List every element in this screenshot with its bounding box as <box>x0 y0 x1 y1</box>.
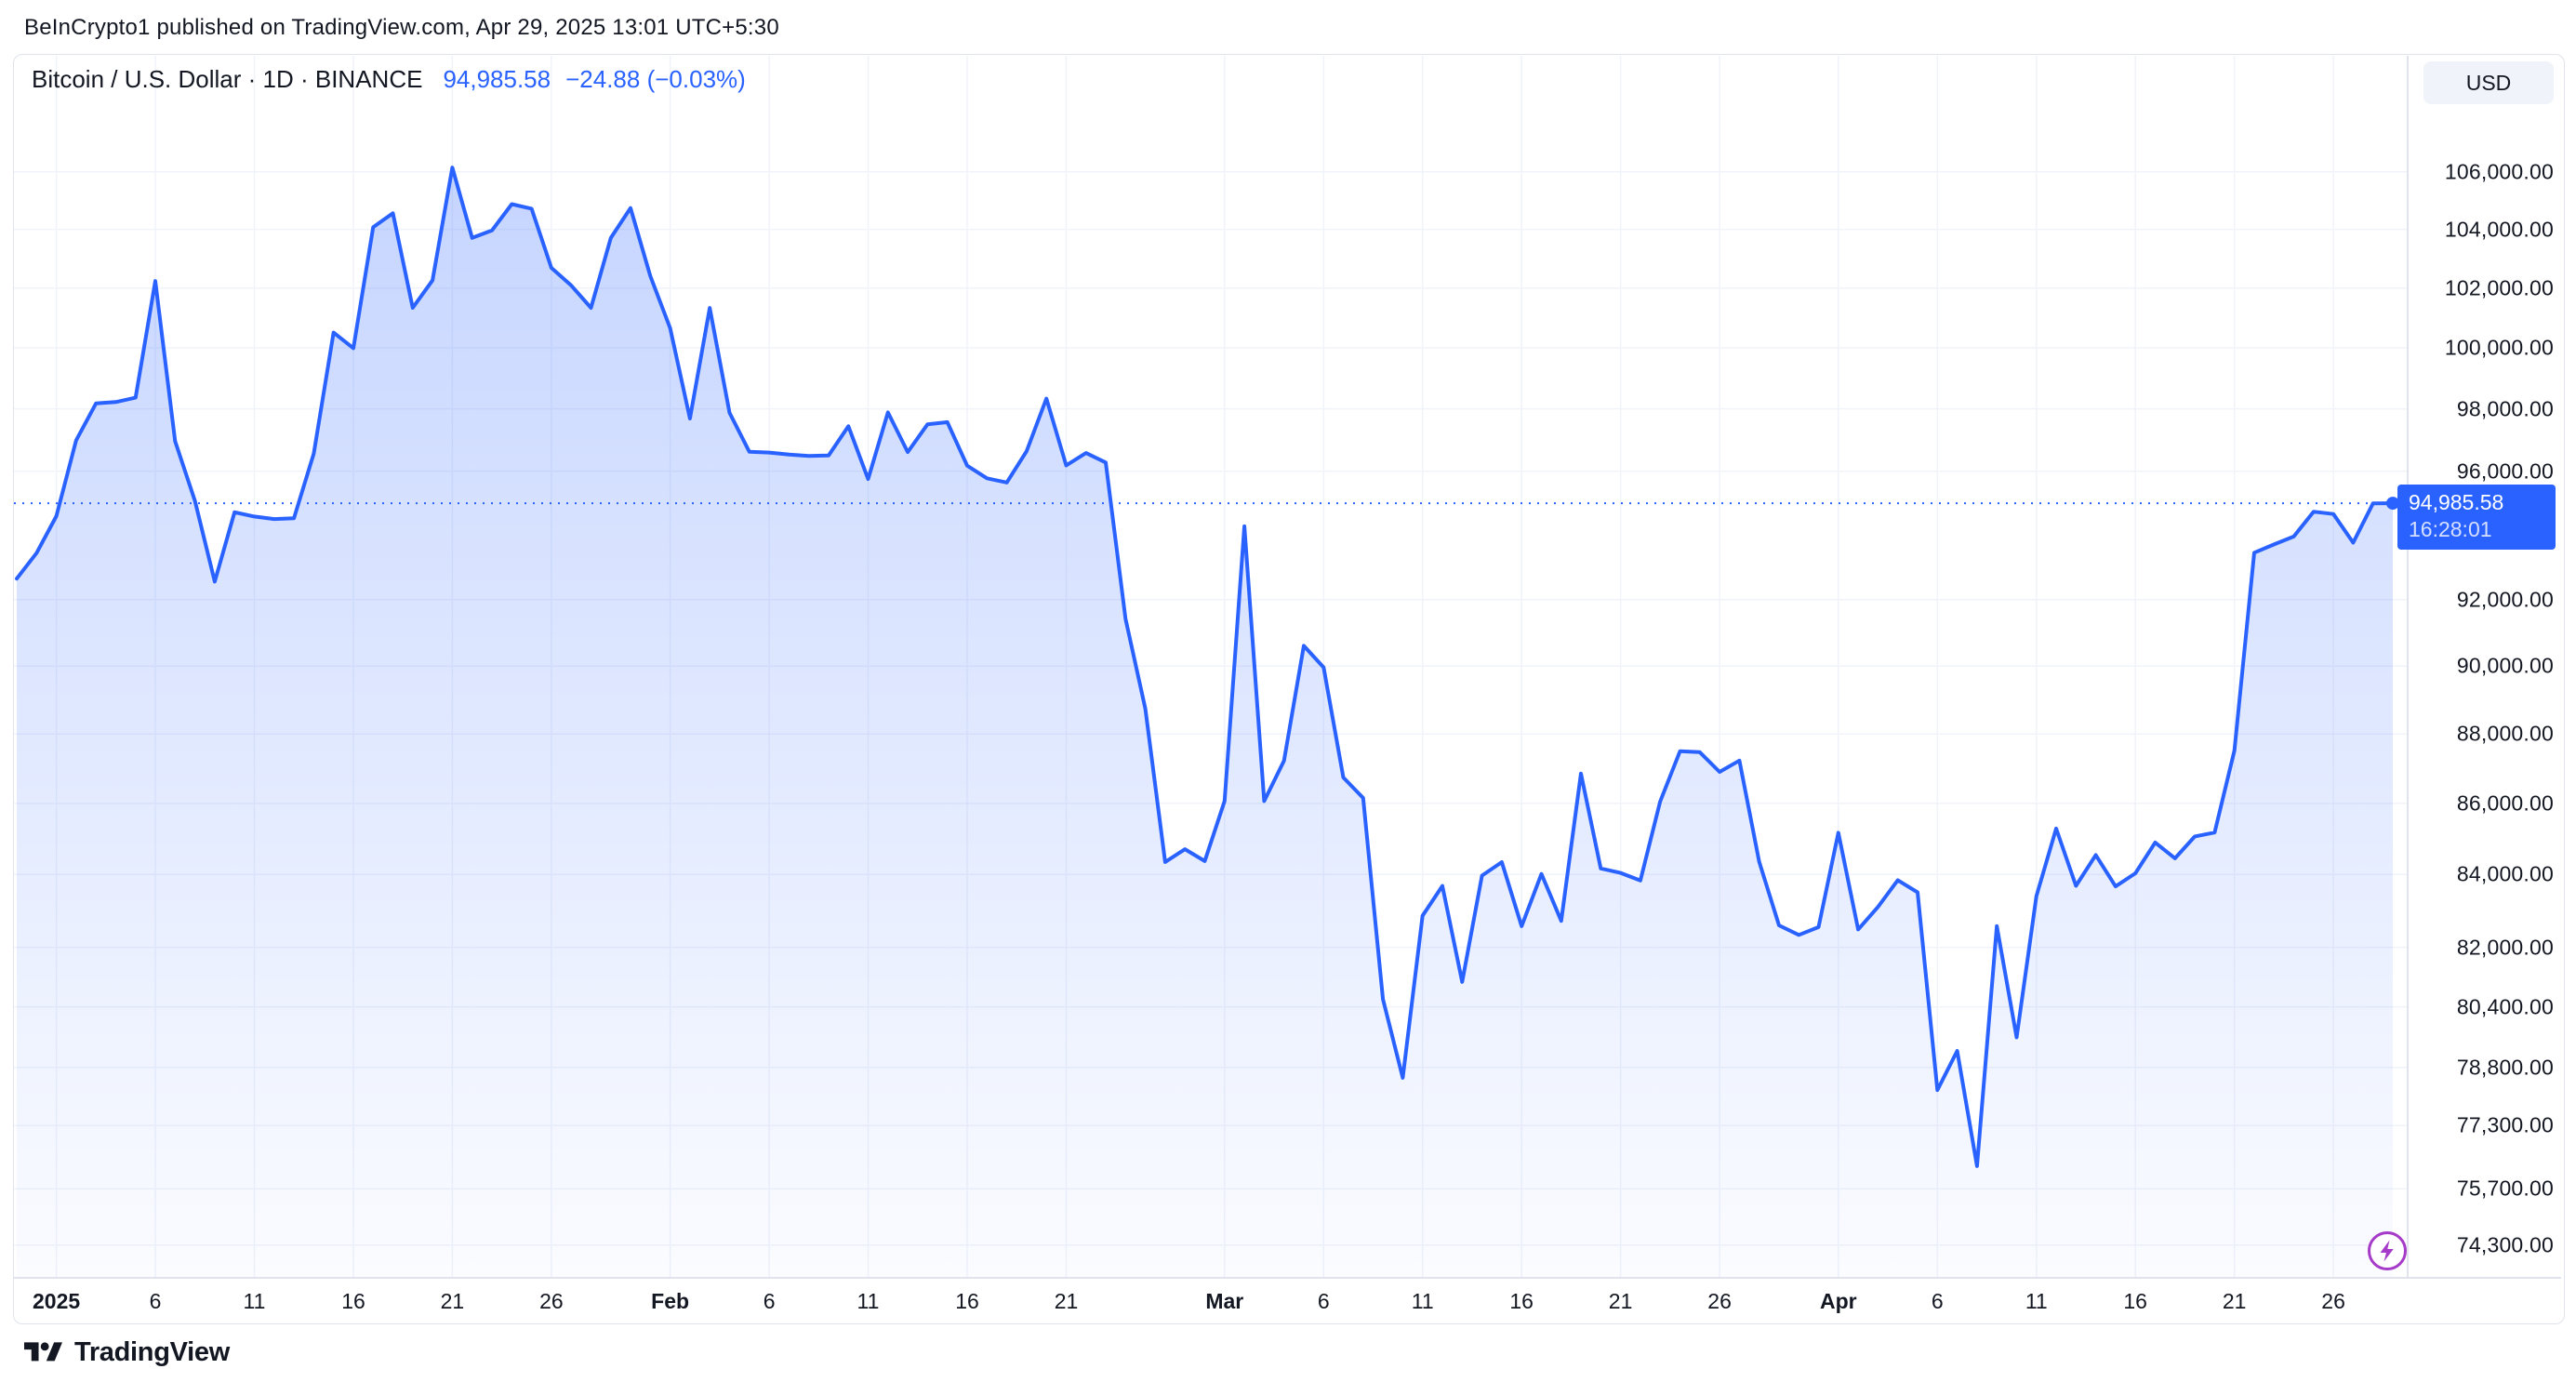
tradingview-brand[interactable]: TradingView <box>74 1337 230 1367</box>
current-price-badge: 94,985.58 16:28:01 <box>2397 485 2556 551</box>
tradingview-logo-icon[interactable] <box>24 1338 62 1367</box>
currency-toggle-button[interactable]: USD <box>2423 61 2554 104</box>
last-price: 94,985.58 <box>443 65 551 93</box>
footer: TradingView <box>24 1337 230 1368</box>
attribution-text: BeInCrypto1 published on TradingView.com… <box>24 15 779 40</box>
symbol-title[interactable]: Bitcoin / U.S. Dollar · 1D · BINANCE <box>32 65 423 93</box>
price-change: −24.88 (−0.03%) <box>565 65 746 93</box>
lightning-icon[interactable] <box>2366 1229 2409 1272</box>
symbol-legend: Bitcoin / U.S. Dollar · 1D · BINANCE 94,… <box>32 65 746 94</box>
bar-close-countdown: 16:28:01 <box>2409 517 2492 542</box>
current-price-value: 94,985.58 <box>2409 490 2504 515</box>
price-group: 94,985.58 −24.88 (−0.03%) <box>443 65 745 94</box>
